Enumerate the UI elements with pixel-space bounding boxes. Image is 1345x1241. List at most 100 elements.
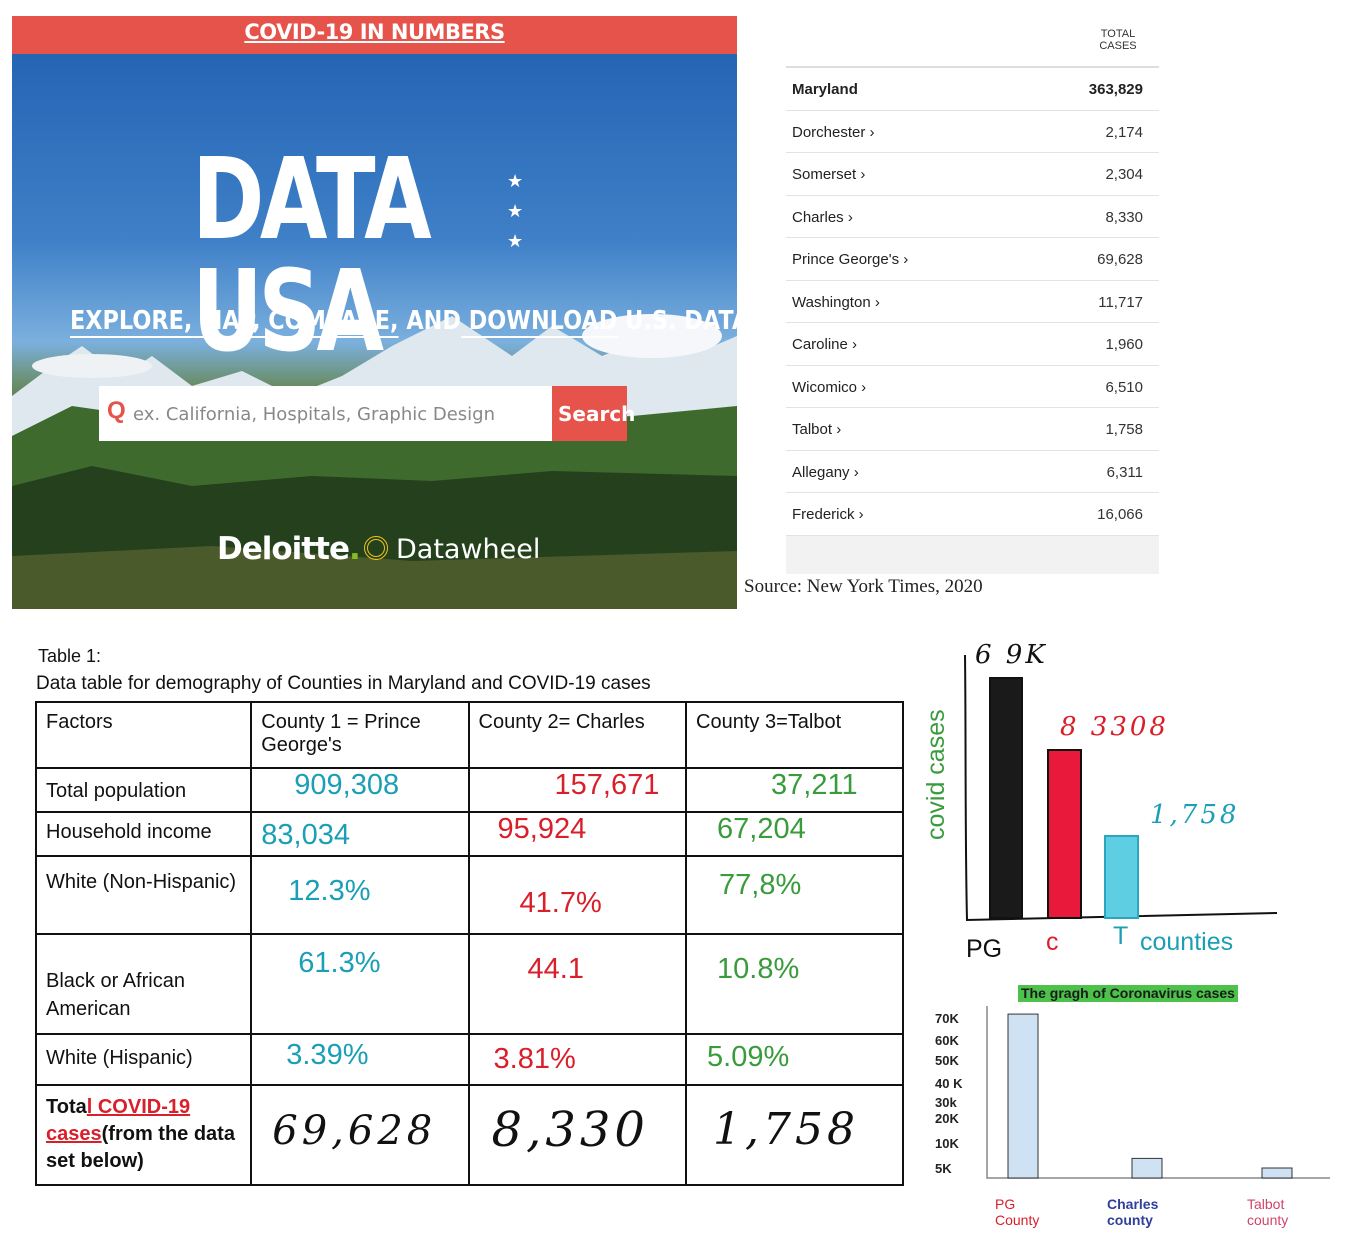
search-box: Q <box>99 386 552 443</box>
cell-value: 12.3% <box>288 875 371 907</box>
cell-county2: 44.1 <box>467 933 688 1035</box>
cell-value: 83,034 <box>261 819 350 851</box>
cell-county2: 3.81% <box>467 1033 688 1086</box>
cell-value: 3.39% <box>286 1039 369 1071</box>
cases-footer <box>786 535 1159 574</box>
search-input[interactable] <box>131 386 545 443</box>
county-name: Allegany › <box>792 463 859 481</box>
hand-bar-label: c <box>1046 928 1059 956</box>
x-category-label: County <box>995 1212 1039 1228</box>
case-count: 2,304 <box>1105 166 1143 183</box>
total-label-b[interactable]: l COVID-19 cases <box>46 1096 191 1145</box>
cell-county2: 41.7% <box>467 855 688 935</box>
county-name: Washington › <box>792 293 880 311</box>
total-label-a: Tota <box>46 1096 87 1118</box>
hand-bar-T <box>1104 835 1139 919</box>
county-row[interactable]: Washington › 11,717 <box>786 281 1159 323</box>
cell-county1: 3.39% <box>250 1033 470 1086</box>
case-count: 6,311 <box>1106 463 1143 481</box>
cell-county2: 95,924 <box>467 811 688 857</box>
header-factors: Factors <box>34 701 253 769</box>
demography-table: Factors County 1 = Prince George's Count… <box>34 701 904 1186</box>
tagline-compare[interactable]: COMPARE, <box>260 306 399 338</box>
table-header-row: Factors County 1 = Prince George's Count… <box>34 701 904 769</box>
row-factor: Total population <box>34 767 253 813</box>
cell-county3: 67,204 <box>685 811 904 857</box>
y-tick-label: 20K <box>935 1111 959 1126</box>
handwritten-total: 8,330 <box>491 1102 649 1158</box>
cell-county1: 61.3% <box>250 933 470 1035</box>
datawheel-logo: Datawheel <box>396 534 541 565</box>
cell-value: 61.3% <box>298 947 381 979</box>
cell-value: 157,671 <box>554 769 660 801</box>
x-category-label: county <box>1107 1212 1153 1228</box>
y-tick-label: 60K <box>935 1033 959 1048</box>
cell-county3: 77,8% <box>685 855 904 935</box>
x-category-label: county <box>1247 1212 1288 1228</box>
source-note: Source: New York Times, 2020 <box>744 576 983 597</box>
x-category-label: Talbot <box>1247 1196 1284 1212</box>
county-name: Somerset › <box>792 166 866 183</box>
table-label: Table 1: <box>38 646 102 666</box>
county-row[interactable]: Dorchester › 2,174 <box>786 111 1159 153</box>
case-count: 69,628 <box>1097 251 1143 268</box>
deloitte-logo: Deloitte. <box>217 531 361 567</box>
case-count: 11,717 <box>1098 293 1143 311</box>
cell-value: 67,204 <box>717 813 806 845</box>
cell-county1: 69,628 <box>250 1084 470 1186</box>
table-row-total: Total COVID-19 cases(from the data set b… <box>34 1084 904 1186</box>
cell-value: 3.81% <box>493 1043 576 1075</box>
county-row[interactable]: Somerset › 2,304 <box>786 153 1159 196</box>
cell-value: 5.09% <box>707 1041 790 1073</box>
county-name: Wicomico › <box>792 378 867 396</box>
county-row[interactable]: Talbot › 1,758 <box>786 408 1159 451</box>
search-icon: Q <box>107 397 126 424</box>
county-name: Prince George's › <box>792 251 909 268</box>
county-row[interactable]: Allegany › 6,311 <box>786 451 1159 493</box>
tagline-us-data: U.S. DATA <box>617 306 737 336</box>
y-tick-label: 50K <box>935 1053 959 1068</box>
hand-bar-note: 8 3308 <box>1060 712 1169 742</box>
datawheel-icon <box>364 536 388 560</box>
bar-charles-county <box>1131 1157 1163 1179</box>
hand-bar-note: 6 9K <box>975 640 1048 670</box>
county-row[interactable]: Wicomico › 6,510 <box>786 366 1159 408</box>
header-county2: County 2= Charles <box>467 701 688 769</box>
row-factor: White (Hispanic) <box>34 1033 253 1086</box>
hand-bar-PG <box>989 677 1023 919</box>
county-name: Caroline › <box>792 336 858 353</box>
y-tick-label: 40 K <box>935 1076 963 1091</box>
tagline-explore[interactable]: EXPLORE, <box>70 306 193 338</box>
tagline-download[interactable]: DOWNLOAD <box>460 306 618 338</box>
county-row[interactable]: Prince George's › 69,628 <box>786 238 1159 281</box>
county-name: Dorchester › <box>792 123 875 141</box>
table-row: Black or African American 61.3% 44.1 10.… <box>34 933 904 1035</box>
banner-top-title[interactable]: COVID-19 IN NUMBERS <box>244 20 505 44</box>
search-button[interactable]: Search <box>552 386 635 441</box>
table-row: White (Hispanic) 3.39% 3.81% 5.09% <box>34 1033 904 1086</box>
case-count: 363,829 <box>1088 81 1143 98</box>
case-count: 6,510 <box>1105 378 1143 396</box>
tagline-map[interactable]: MAP, <box>192 306 261 338</box>
cases-header: TOTAL CASES <box>786 24 1159 68</box>
county-row[interactable]: Frederick › 16,066 <box>786 493 1159 536</box>
case-count: 16,066 <box>1097 506 1143 523</box>
deloitte-text: Deloitte <box>217 531 350 567</box>
cell-county3: 10.8% <box>685 933 904 1035</box>
county-name: Frederick › <box>792 506 864 523</box>
case-count: 1,960 <box>1105 336 1143 353</box>
county-name: Maryland <box>792 81 858 98</box>
hand-bar-label: T <box>1113 922 1129 950</box>
table-row: Total population 909,308 157,671 37,211 <box>34 767 904 813</box>
cell-value: 77,8% <box>719 869 802 901</box>
county-row[interactable]: Caroline › 1,960 <box>786 323 1159 366</box>
tagline-and: AND <box>398 306 461 336</box>
chart-axes <box>986 1006 1330 1179</box>
cell-value: 95,924 <box>497 813 587 845</box>
county-row[interactable]: Charles › 8,330 <box>786 196 1159 238</box>
row-factor: White (Non-Hispanic) <box>34 855 253 935</box>
case-count: 2,174 <box>1105 123 1143 141</box>
y-tick-label: 10K <box>935 1136 959 1151</box>
logo-stars: ★ ★ ★ <box>507 171 524 251</box>
